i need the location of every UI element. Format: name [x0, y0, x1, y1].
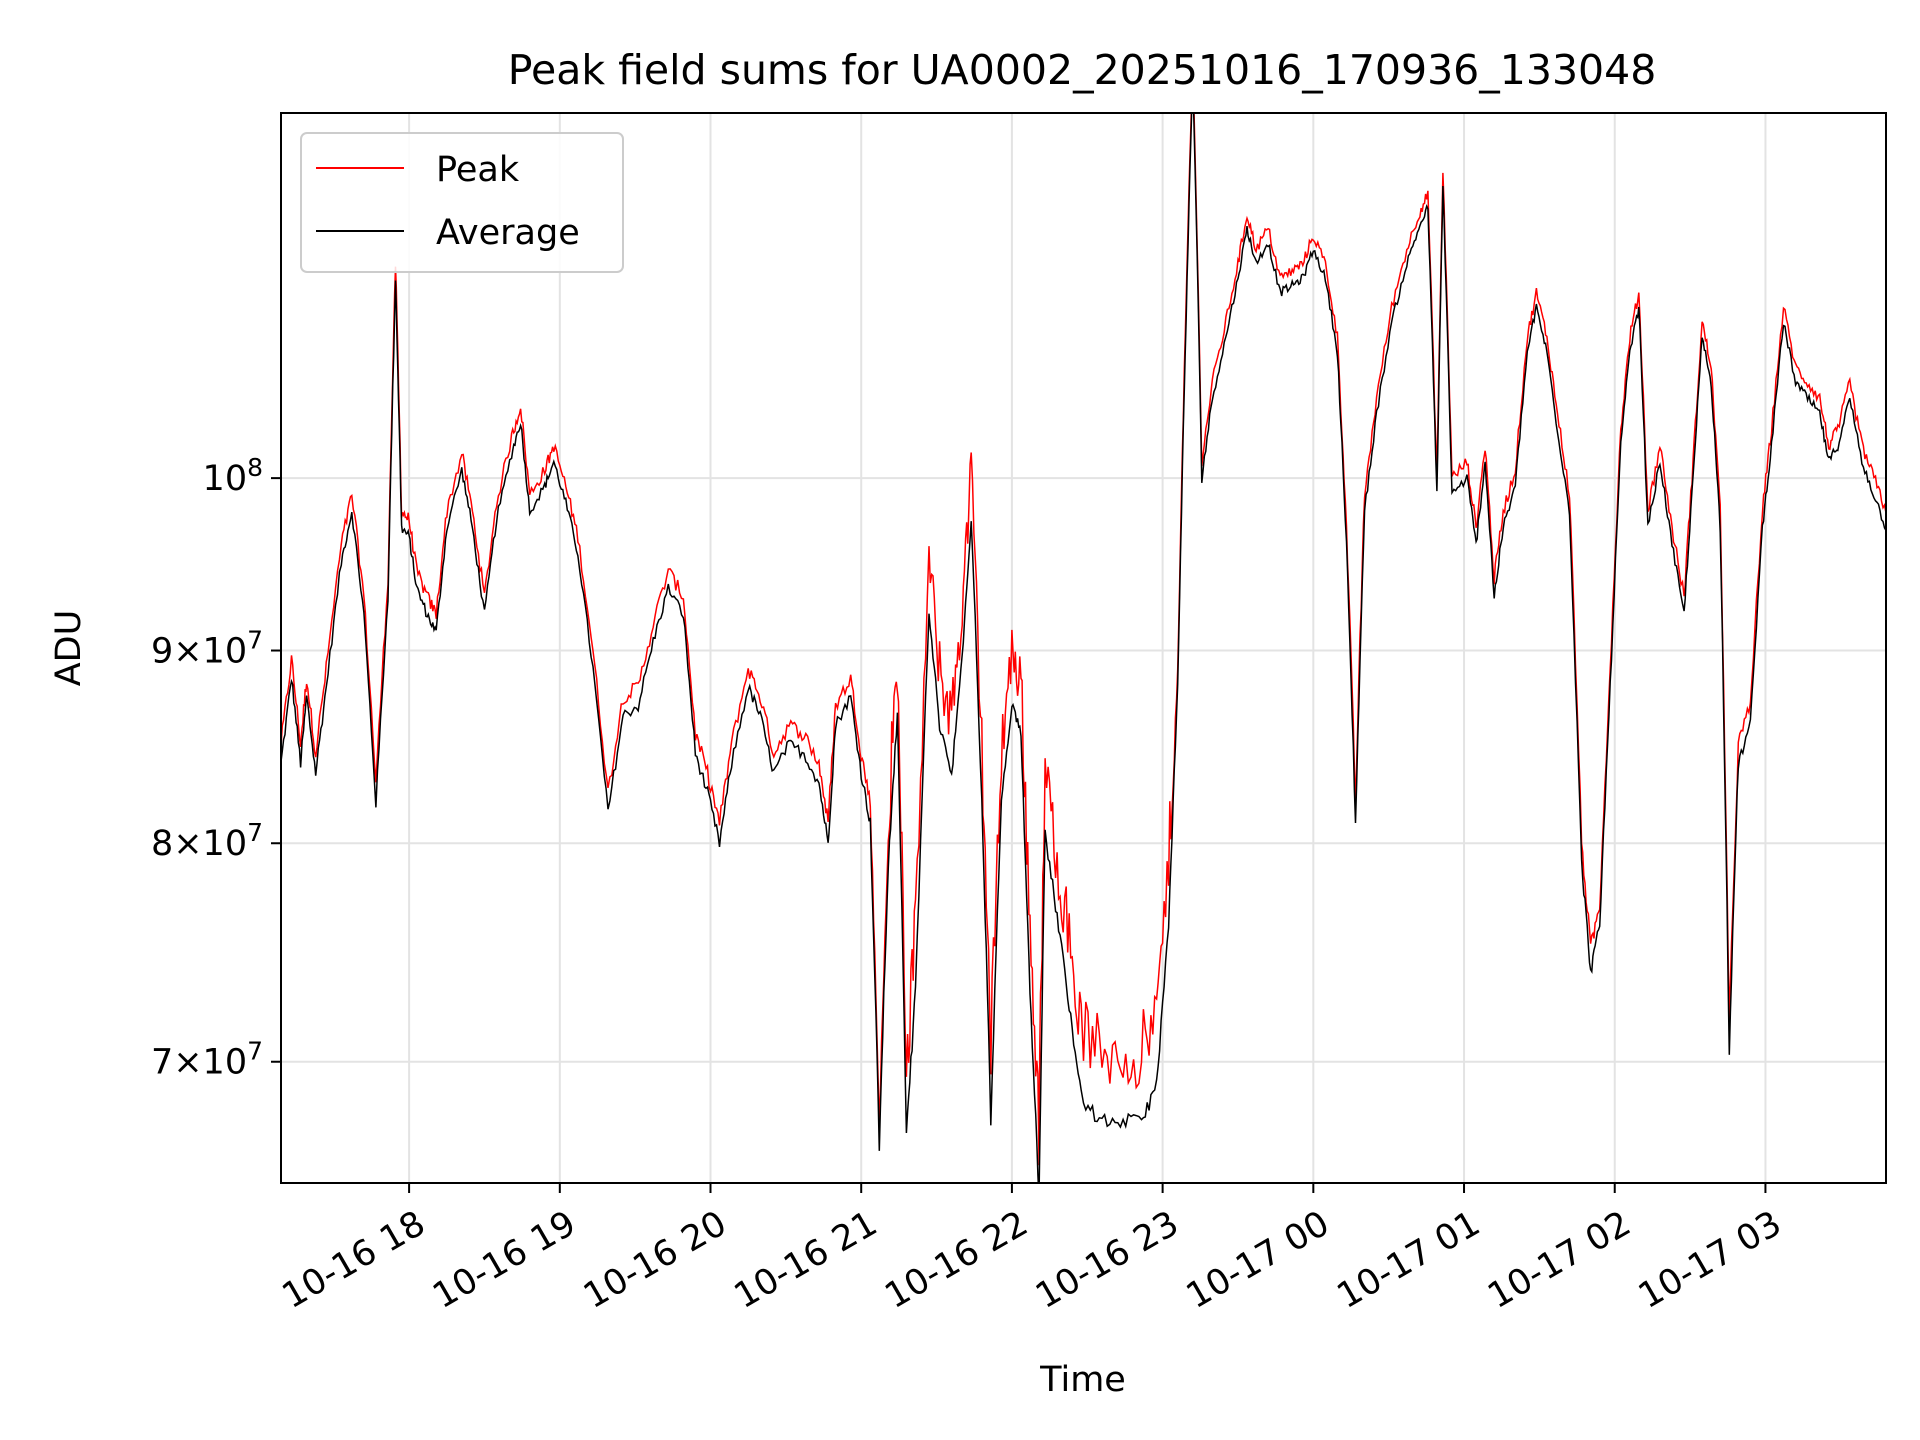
- y-tick-label: 7×107: [151, 1037, 263, 1083]
- chart-title: Peak field sums for UA0002_20251016_1709…: [508, 46, 1657, 94]
- y-axis-label: ADU: [49, 610, 89, 687]
- y-tick-label: 9×107: [151, 626, 263, 672]
- y-tick-label: 8×107: [151, 818, 263, 864]
- legend-label-peak: Peak: [436, 150, 520, 190]
- plot-series: [281, 113, 1886, 1183]
- y-tick-label: 108: [203, 453, 263, 499]
- legend: Peak Average: [300, 132, 624, 273]
- legend-label-average: Average: [436, 213, 580, 253]
- plot-frame: [280, 112, 1887, 1184]
- series-peak-line: [281, 113, 1886, 1166]
- series-average-line: [281, 113, 1886, 1183]
- y-axis-ticks: 7×107 8×107 9×107 108: [151, 453, 281, 1083]
- x-axis-label: Time: [1039, 1360, 1126, 1400]
